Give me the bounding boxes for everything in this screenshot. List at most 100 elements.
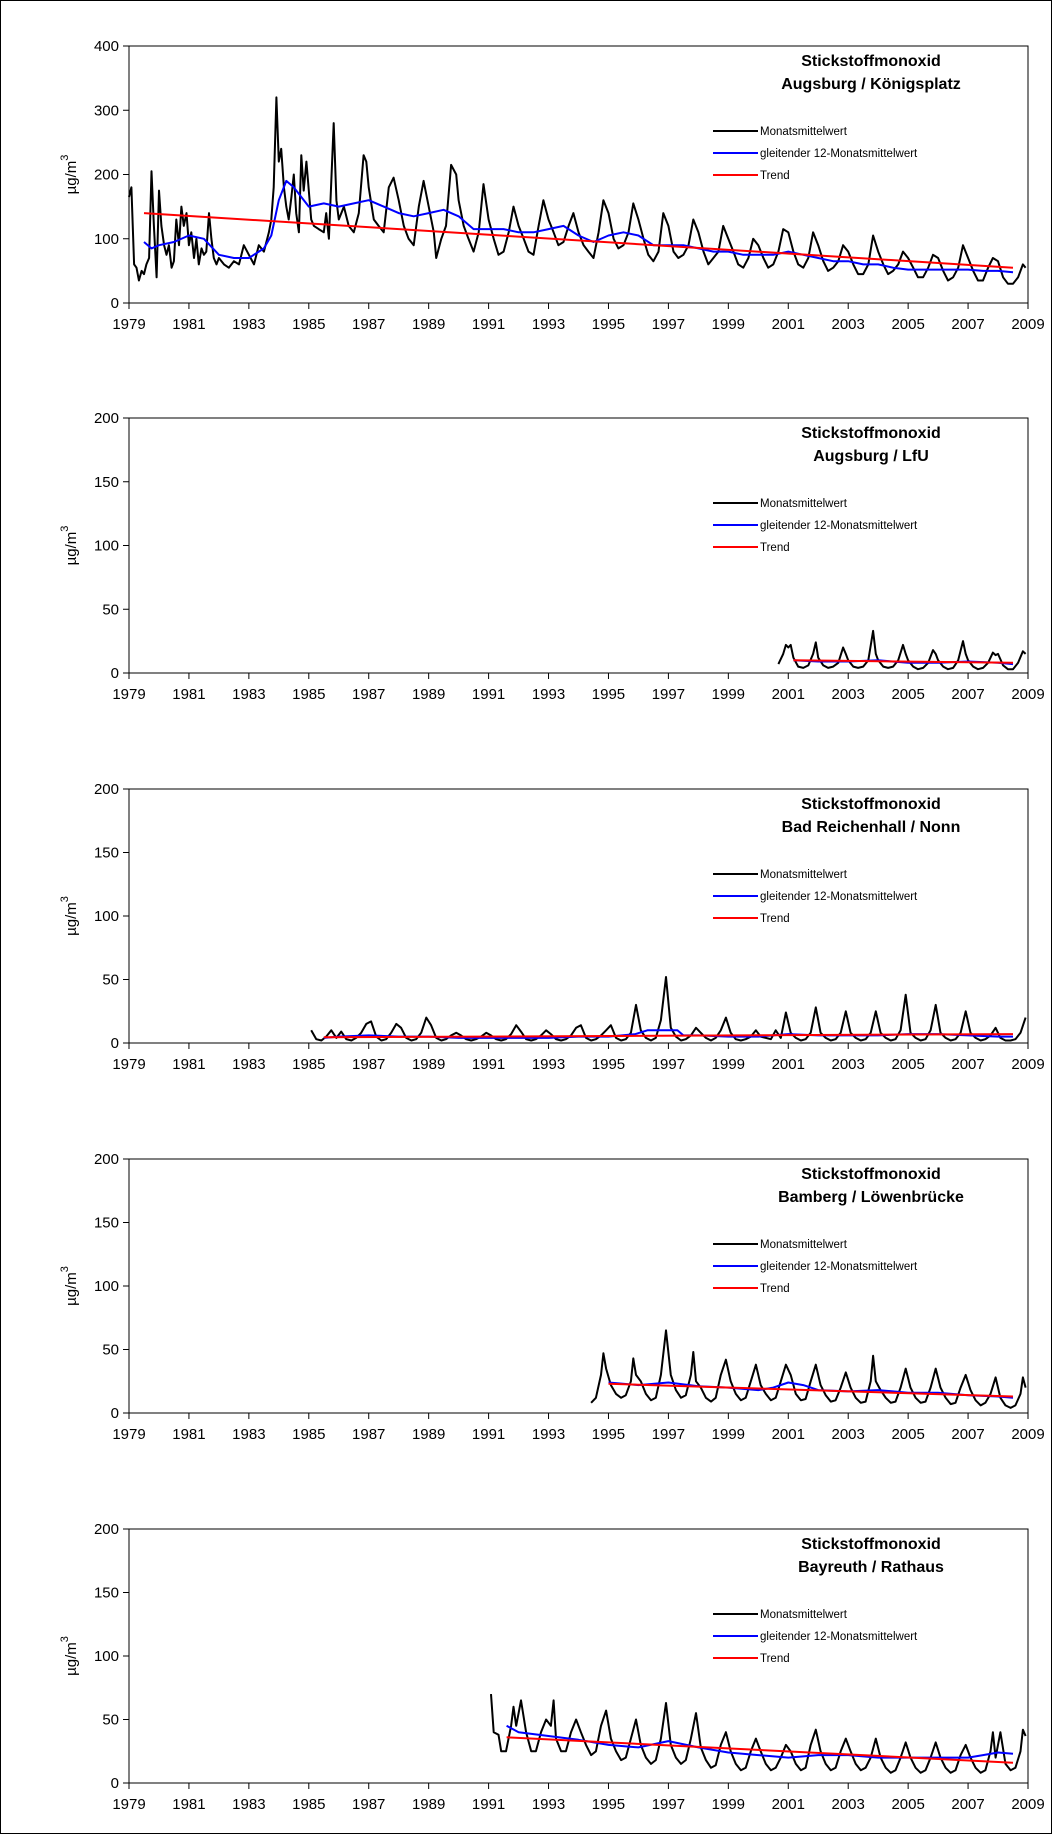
legend-label-gleitender-12-monatsmittelwert: gleitender 12-Monatsmittelwert	[760, 148, 918, 160]
x-tick-label: 1979	[112, 1426, 145, 1443]
x-tick-label: 2001	[772, 1796, 805, 1813]
series-line-monatsmittelwert	[590, 1329, 1027, 1409]
chart-augsburg-koenigsplatz: 0 100 200 300 400 1979 1981 1983 1985 1987 1989 199…	[59, 38, 1045, 333]
y-tick-label: 100	[94, 1648, 119, 1665]
x-tick-label: 2003	[832, 686, 865, 703]
series-line-monatsmittelwert	[128, 96, 1027, 285]
x-tick-label: 1985	[292, 316, 325, 333]
y-tick-label: 200	[94, 167, 119, 184]
y-axis-label-superscript: 3	[59, 526, 71, 532]
y-axis-label-superscript: 3	[59, 1636, 71, 1642]
legend-label-trend: Trend	[760, 542, 790, 554]
x-tick-label: 2001	[772, 686, 805, 703]
y-tick-label: 200	[94, 1151, 119, 1168]
x-tick-label: 1979	[112, 1056, 145, 1073]
y-axis-label-unit: µg/m	[63, 161, 80, 195]
y-tick-label: 200	[94, 1521, 119, 1538]
x-tick-label: 1997	[652, 686, 685, 703]
x-tick-label: 1991	[472, 316, 505, 333]
legend-label-trend: Trend	[760, 1283, 790, 1295]
y-axis-label: µg/m3	[59, 1636, 80, 1676]
series-line-monatsmittelwert	[490, 1694, 1027, 1774]
legend-label-monatsmittelwert: Monatsmittelwert	[760, 869, 848, 881]
x-tick-label: 1983	[232, 1056, 265, 1073]
x-tick-label: 1991	[472, 1796, 505, 1813]
y-axis-label-unit: µg/m	[63, 902, 80, 936]
legend-label-trend: Trend	[760, 170, 790, 182]
x-tick-label: 2001	[772, 1426, 805, 1443]
x-tick-label: 1981	[172, 1426, 205, 1443]
chart-subtitle: Bayreuth / Rathaus	[798, 1559, 944, 1576]
x-tick-label: 1993	[532, 316, 565, 333]
x-tick-label: 2003	[832, 316, 865, 333]
x-tick-label: 2007	[951, 1426, 984, 1443]
x-tick-label: 2007	[951, 1056, 984, 1073]
y-axis-label-superscript: 3	[59, 896, 71, 902]
x-tick-label: 2005	[891, 1426, 924, 1443]
y-tick-label: 150	[94, 845, 119, 862]
y-tick-label: 400	[94, 38, 119, 55]
x-tick-label: 1987	[352, 1426, 385, 1443]
legend-label-gleitender-12-monatsmittelwert: gleitender 12-Monatsmittelwert	[760, 1631, 918, 1643]
x-tick-label: 1983	[232, 1426, 265, 1443]
chart-title: Stickstoffmonoxid	[801, 1536, 941, 1553]
y-axis-label-unit: µg/m	[63, 532, 80, 566]
legend-label-monatsmittelwert: Monatsmittelwert	[760, 1239, 848, 1251]
x-tick-label: 1985	[292, 1796, 325, 1813]
x-tick-label: 1989	[412, 316, 445, 333]
y-axis-label-superscript: 3	[59, 155, 71, 161]
x-tick-label: 2007	[951, 316, 984, 333]
series-line-gleitender-12-monatsmittelwert	[143, 179, 1014, 274]
series-line-trend	[323, 1033, 1014, 1039]
x-tick-label: 2003	[832, 1056, 865, 1073]
chart-title: Stickstoffmonoxid	[801, 1166, 941, 1183]
x-tick-label: 2009	[1011, 1426, 1044, 1443]
x-tick-label: 1995	[592, 316, 625, 333]
x-tick-label: 2003	[832, 1796, 865, 1813]
y-tick-label: 150	[94, 1585, 119, 1602]
chart-panel: 0 50 100 150 200 1979 1981 1983 1985 1987 1989 1991…	[1, 1111, 1051, 1481]
x-tick-label: 1989	[412, 1796, 445, 1813]
y-tick-label: 0	[111, 1405, 119, 1422]
x-tick-label: 1995	[592, 1796, 625, 1813]
x-tick-label: 1987	[352, 686, 385, 703]
y-tick-label: 200	[94, 410, 119, 427]
y-tick-label: 200	[94, 781, 119, 798]
x-tick-label: 1999	[712, 1056, 745, 1073]
y-axis-label-unit: µg/m	[63, 1642, 80, 1676]
x-tick-label: 2005	[891, 316, 924, 333]
x-tick-label: 1999	[712, 1796, 745, 1813]
x-tick-label: 1979	[112, 1796, 145, 1813]
legend-label-gleitender-12-monatsmittelwert: gleitender 12-Monatsmittelwert	[760, 520, 918, 532]
x-tick-label: 1987	[352, 1056, 385, 1073]
chart-panel: 0 50 100 150 200 1979 1981 1983 1985 1987 1989 1991…	[1, 371, 1051, 741]
y-tick-label: 0	[111, 1775, 119, 1792]
y-tick-label: 100	[94, 908, 119, 925]
chart-subtitle: Augsburg / Königsplatz	[781, 76, 961, 93]
x-tick-label: 1989	[412, 1056, 445, 1073]
x-tick-label: 1995	[592, 1426, 625, 1443]
x-tick-label: 2009	[1011, 686, 1044, 703]
legend-label-trend: Trend	[760, 913, 790, 925]
x-tick-label: 2009	[1011, 316, 1044, 333]
x-tick-label: 1997	[652, 1056, 685, 1073]
x-tick-label: 2001	[772, 316, 805, 333]
y-axis-label: µg/m3	[59, 896, 80, 936]
chart-panel: 0 100 200 300 400 1979 1981 1983 1985 1987 1989 199…	[1, 1, 1051, 371]
y-tick-label: 50	[102, 1342, 119, 1359]
x-tick-label: 1993	[532, 1796, 565, 1813]
x-tick-label: 1985	[292, 1056, 325, 1073]
y-tick-label: 150	[94, 1215, 119, 1232]
x-tick-label: 1987	[352, 1796, 385, 1813]
chart-augsburg-lfu: 0 50 100 150 200 1979 1981 1983 1985 1987 1989 1991…	[59, 410, 1045, 703]
x-tick-label: 2003	[832, 1426, 865, 1443]
x-tick-label: 1995	[592, 1056, 625, 1073]
x-tick-label: 1997	[652, 1796, 685, 1813]
x-tick-label: 1997	[652, 316, 685, 333]
chart-title: Stickstoffmonoxid	[801, 53, 941, 70]
y-axis-label-unit: µg/m	[63, 1272, 80, 1306]
x-tick-label: 1999	[712, 316, 745, 333]
y-axis-label-superscript: 3	[59, 1266, 71, 1272]
x-tick-label: 1979	[112, 686, 145, 703]
